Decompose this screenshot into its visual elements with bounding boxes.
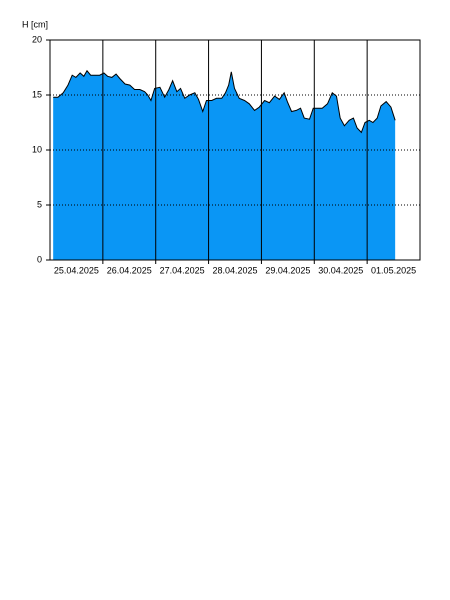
y-tick-label: 0 xyxy=(37,254,42,264)
x-tick-label: 01.05.2025 xyxy=(371,265,416,275)
x-tick-label: 27.04.2025 xyxy=(160,265,205,275)
y-tick-label: 20 xyxy=(32,34,42,44)
x-tick-label: 25.04.2025 xyxy=(54,265,99,275)
y-axis-label: H [cm] xyxy=(22,19,48,29)
x-tick-label: 26.04.2025 xyxy=(107,265,152,275)
y-tick-label: 10 xyxy=(32,144,42,154)
plot-frame xyxy=(49,39,421,261)
chart: H [cm] 0 5 10 15 20 25.04.2025 26.04.2025 27.04… xyxy=(22,19,421,275)
area-fill xyxy=(53,70,396,260)
x-tick-label: 28.04.2025 xyxy=(212,265,257,275)
y-tick-label: 5 xyxy=(37,199,42,209)
x-tick-label: 30.04.2025 xyxy=(318,265,363,275)
area-line xyxy=(53,69,396,134)
y-tick-label: 15 xyxy=(32,89,42,99)
x-tick-label: 29.04.2025 xyxy=(265,265,310,275)
